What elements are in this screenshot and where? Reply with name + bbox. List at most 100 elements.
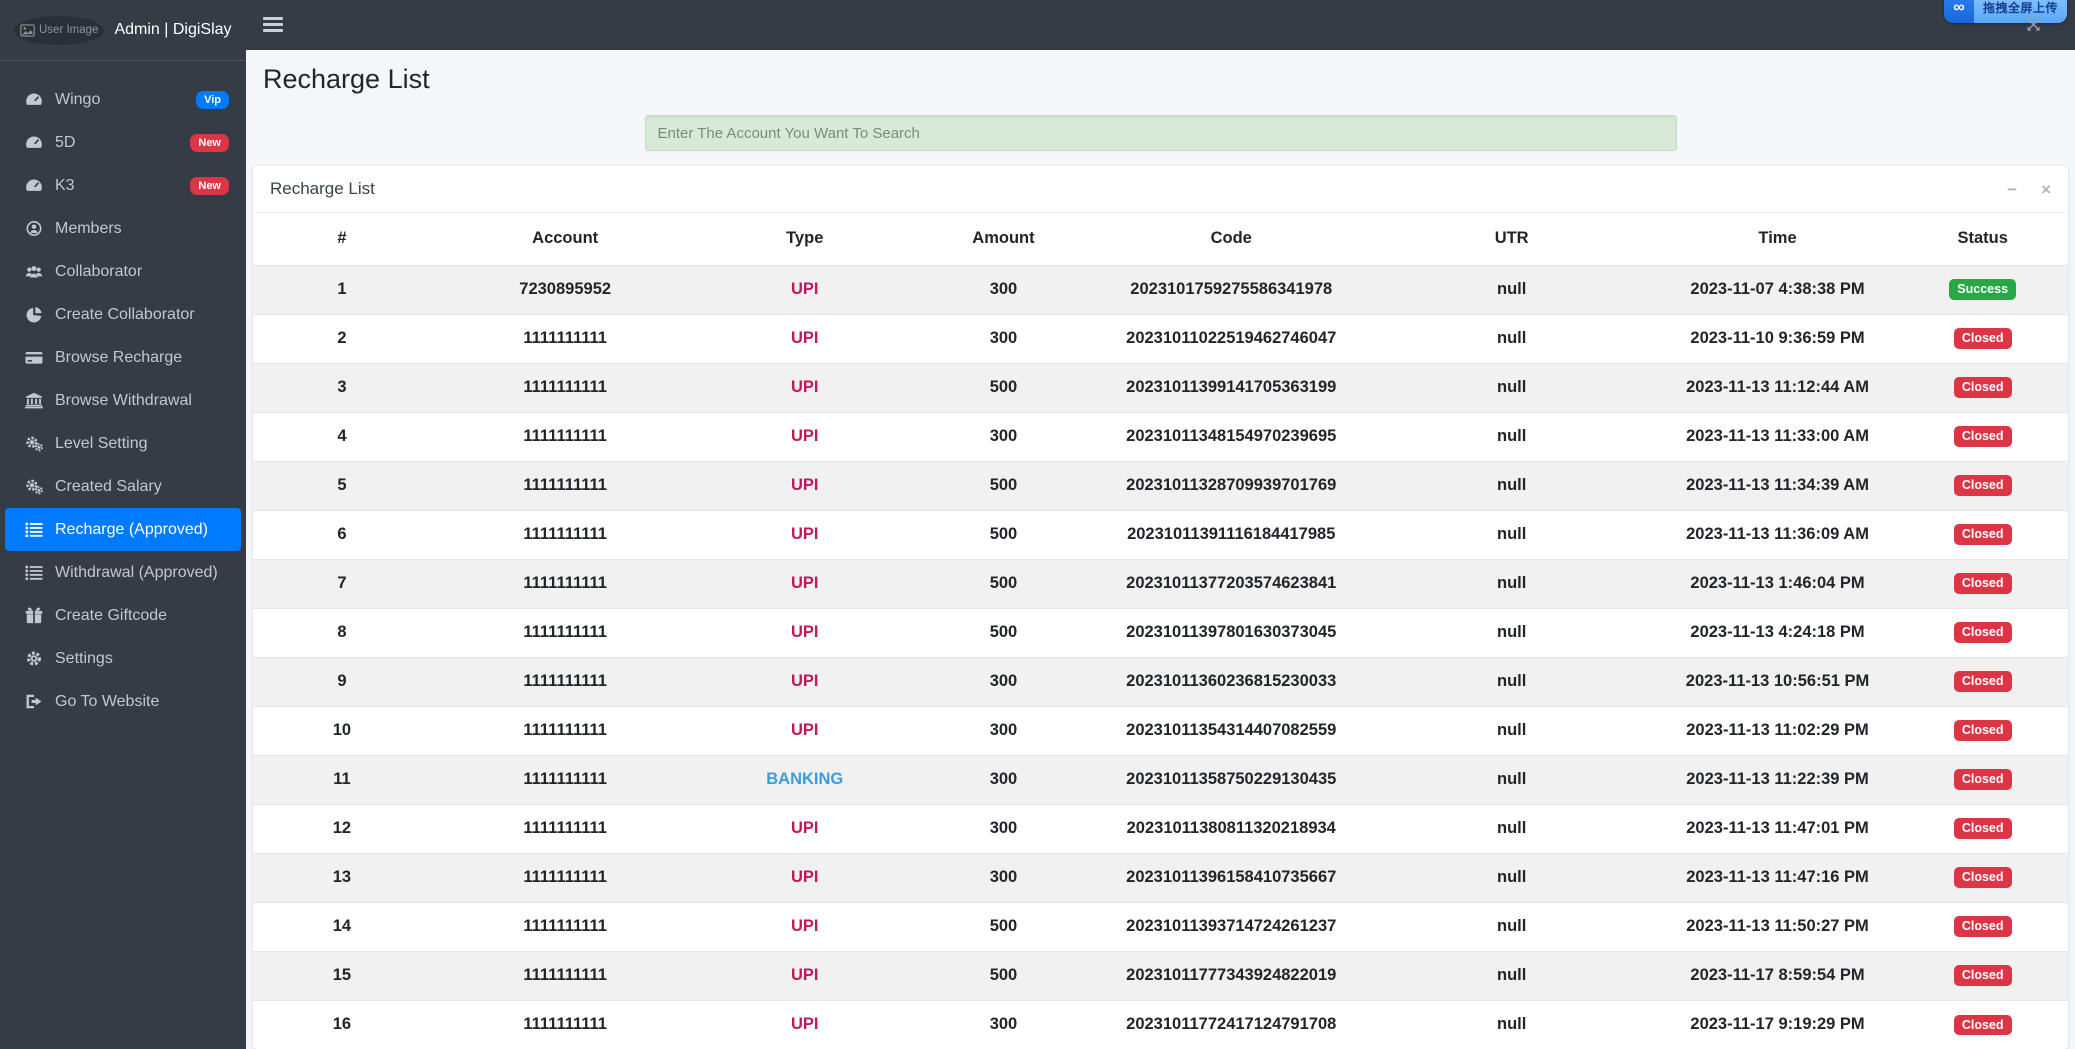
- gauge-icon: [24, 91, 44, 108]
- gears-icon: [24, 435, 44, 452]
- sidebar-item-label: Withdrawal (Approved): [55, 563, 218, 581]
- cell-num: 3: [337, 378, 347, 396]
- close-icon[interactable]: ×: [2041, 179, 2051, 199]
- status-badge: Closed: [1953, 965, 2012, 986]
- sidebar-item-browse-withdrawal[interactable]: Browse Withdrawal: [0, 379, 246, 422]
- cell-type: UPI: [790, 966, 819, 984]
- sidebar-item-label: Members: [55, 219, 122, 237]
- sidebar-item-go-to-website[interactable]: Go To Website: [0, 680, 246, 723]
- cell-type: UPI: [790, 917, 819, 935]
- cell-num: 15: [332, 966, 352, 984]
- sidebar-item-level-setting[interactable]: Level Setting: [0, 422, 246, 465]
- table-row: 2 1111111111 UPI 300 20231011022519462746047…: [253, 314, 2068, 363]
- cell-status: Closed: [1897, 853, 2068, 902]
- sidebar-item-members[interactable]: Members: [0, 207, 246, 250]
- cell-num: 12: [332, 819, 352, 837]
- gauge-icon: [24, 177, 44, 194]
- card-header: Recharge List − ×: [253, 166, 2068, 213]
- cell-amount: 300: [989, 427, 1018, 445]
- cell-code: 20231011772417124791708: [1126, 1015, 1337, 1034]
- table-row: 9 1111111111 UPI 300 20231011360236815230033…: [253, 657, 2068, 706]
- cell-type: UPI: [790, 819, 819, 837]
- sidebar-item-label: Created Salary: [55, 477, 162, 495]
- user-circle-icon: [24, 220, 44, 237]
- minimize-icon[interactable]: −: [2007, 179, 2018, 199]
- table-row: 5 1111111111 UPI 500 20231011328709939701769…: [253, 461, 2068, 510]
- cell-utr: null: [1496, 280, 1527, 298]
- cell-amount: 300: [989, 721, 1018, 739]
- cell-code: 20231011399141705363199: [1126, 378, 1337, 396]
- table-row: 14 1111111111 UPI 500 2023101139371472426123…: [253, 902, 2068, 951]
- cell-time: 2023-11-13 1:46:04 PM: [1690, 574, 1865, 592]
- gear-icon: [24, 650, 44, 667]
- sidebar-item-withdrawal-approved[interactable]: Withdrawal (Approved): [0, 551, 246, 594]
- list-icon: [24, 564, 44, 581]
- sidebar-item-create-giftcode[interactable]: Create Giftcode: [0, 594, 246, 637]
- cell-code: 20231011328709939701769: [1126, 476, 1337, 494]
- sidebar-item-label: Go To Website: [55, 692, 160, 710]
- cell-time: 2023-11-17 9:19:29 PM: [1690, 1015, 1865, 1034]
- card-title: Recharge List: [270, 179, 375, 198]
- cell-utr: null: [1496, 378, 1527, 396]
- sidebar-item-recharge-approved[interactable]: Recharge (Approved): [5, 508, 241, 551]
- cell-code: 20231011360236815230033: [1126, 672, 1337, 690]
- cell-utr: null: [1496, 770, 1527, 788]
- sidebar-item-label: K3: [55, 176, 75, 194]
- cell-num: 1: [337, 280, 347, 298]
- sidebar-item-label: Settings: [55, 649, 113, 667]
- column-header-type: Type: [786, 229, 824, 248]
- column-header-amount: Amount: [972, 229, 1035, 248]
- search-input[interactable]: [644, 115, 1677, 151]
- hamburger-menu-icon[interactable]: [263, 17, 283, 35]
- status-badge: Closed: [1953, 475, 2012, 496]
- cell-type: UPI: [790, 1015, 819, 1034]
- extension-overlay[interactable]: ∞ 拖拽全屏上传: [1943, 0, 2067, 23]
- sidebar-item-created-salary[interactable]: Created Salary: [0, 465, 246, 508]
- sidebar-item-wingo[interactable]: Wingo Vip: [0, 78, 246, 121]
- cell-utr: null: [1496, 476, 1527, 494]
- column-header-: #: [337, 229, 347, 248]
- status-badge: Closed: [1953, 622, 2012, 643]
- sidebar-item-collaborator[interactable]: Collaborator: [0, 250, 246, 293]
- users-icon: [24, 263, 44, 280]
- table-row: 3 1111111111 UPI 500 20231011399141705363199…: [253, 363, 2068, 412]
- fullscreen-icon[interactable]: [2026, 17, 2041, 32]
- cell-type: UPI: [790, 280, 819, 298]
- cell-time: 2023-11-07 4:38:38 PM: [1690, 280, 1865, 298]
- cell-amount: 300: [989, 868, 1018, 886]
- table-header-row: # Account Type Amount Code UTR Time Status: [253, 213, 2068, 265]
- cell-code: 2023101759275586341978: [1130, 280, 1333, 298]
- status-badge: Closed: [1953, 818, 2012, 839]
- sidebar-item-browse-recharge[interactable]: Browse Recharge: [0, 336, 246, 379]
- cell-status: Closed: [1897, 902, 2068, 951]
- sidebar-item-label: Create Collaborator: [55, 305, 195, 323]
- cell-code: 20231011380811320218934: [1126, 819, 1336, 837]
- cell-type: UPI: [790, 329, 819, 347]
- cell-status: Closed: [1897, 804, 2068, 853]
- sign-out-icon: [24, 693, 44, 710]
- top-navbar: ∞ 拖拽全屏上传: [246, 0, 2075, 50]
- status-badge: Closed: [1953, 671, 2012, 692]
- sidebar-item-label: Wingo: [55, 90, 101, 108]
- cell-utr: null: [1496, 427, 1527, 445]
- cell-amount: 300: [989, 280, 1018, 298]
- credit-card-icon: [24, 349, 44, 366]
- cell-utr: null: [1496, 917, 1527, 935]
- main-content: Recharge List Recharge List − × # Account…: [246, 50, 2075, 1049]
- table-row: 8 1111111111 UPI 500 20231011397801630373045…: [253, 608, 2068, 657]
- cell-utr: null: [1496, 623, 1527, 641]
- cell-account: 1111111111: [523, 819, 607, 837]
- cell-code: 20231011393714724261237: [1126, 917, 1337, 935]
- cell-amount: 500: [989, 917, 1018, 935]
- cell-type: UPI: [790, 427, 819, 445]
- sidebar-item-settings[interactable]: Settings: [0, 637, 246, 680]
- cell-time: 2023-11-13 11:22:39 PM: [1686, 770, 1869, 788]
- gauge-icon: [24, 134, 44, 151]
- sidebar-item-5d[interactable]: 5D New: [0, 121, 246, 164]
- cell-time: 2023-11-13 11:50:27 PM: [1686, 917, 1869, 935]
- recharge-list-card: Recharge List − × # Account Type Amount Code…: [253, 166, 2068, 1049]
- sidebar-item-k3[interactable]: K3 New: [0, 164, 246, 207]
- sidebar-item-create-collaborator[interactable]: Create Collaborator: [0, 293, 246, 336]
- pie-chart-icon: [24, 306, 44, 323]
- cell-utr: null: [1496, 574, 1527, 592]
